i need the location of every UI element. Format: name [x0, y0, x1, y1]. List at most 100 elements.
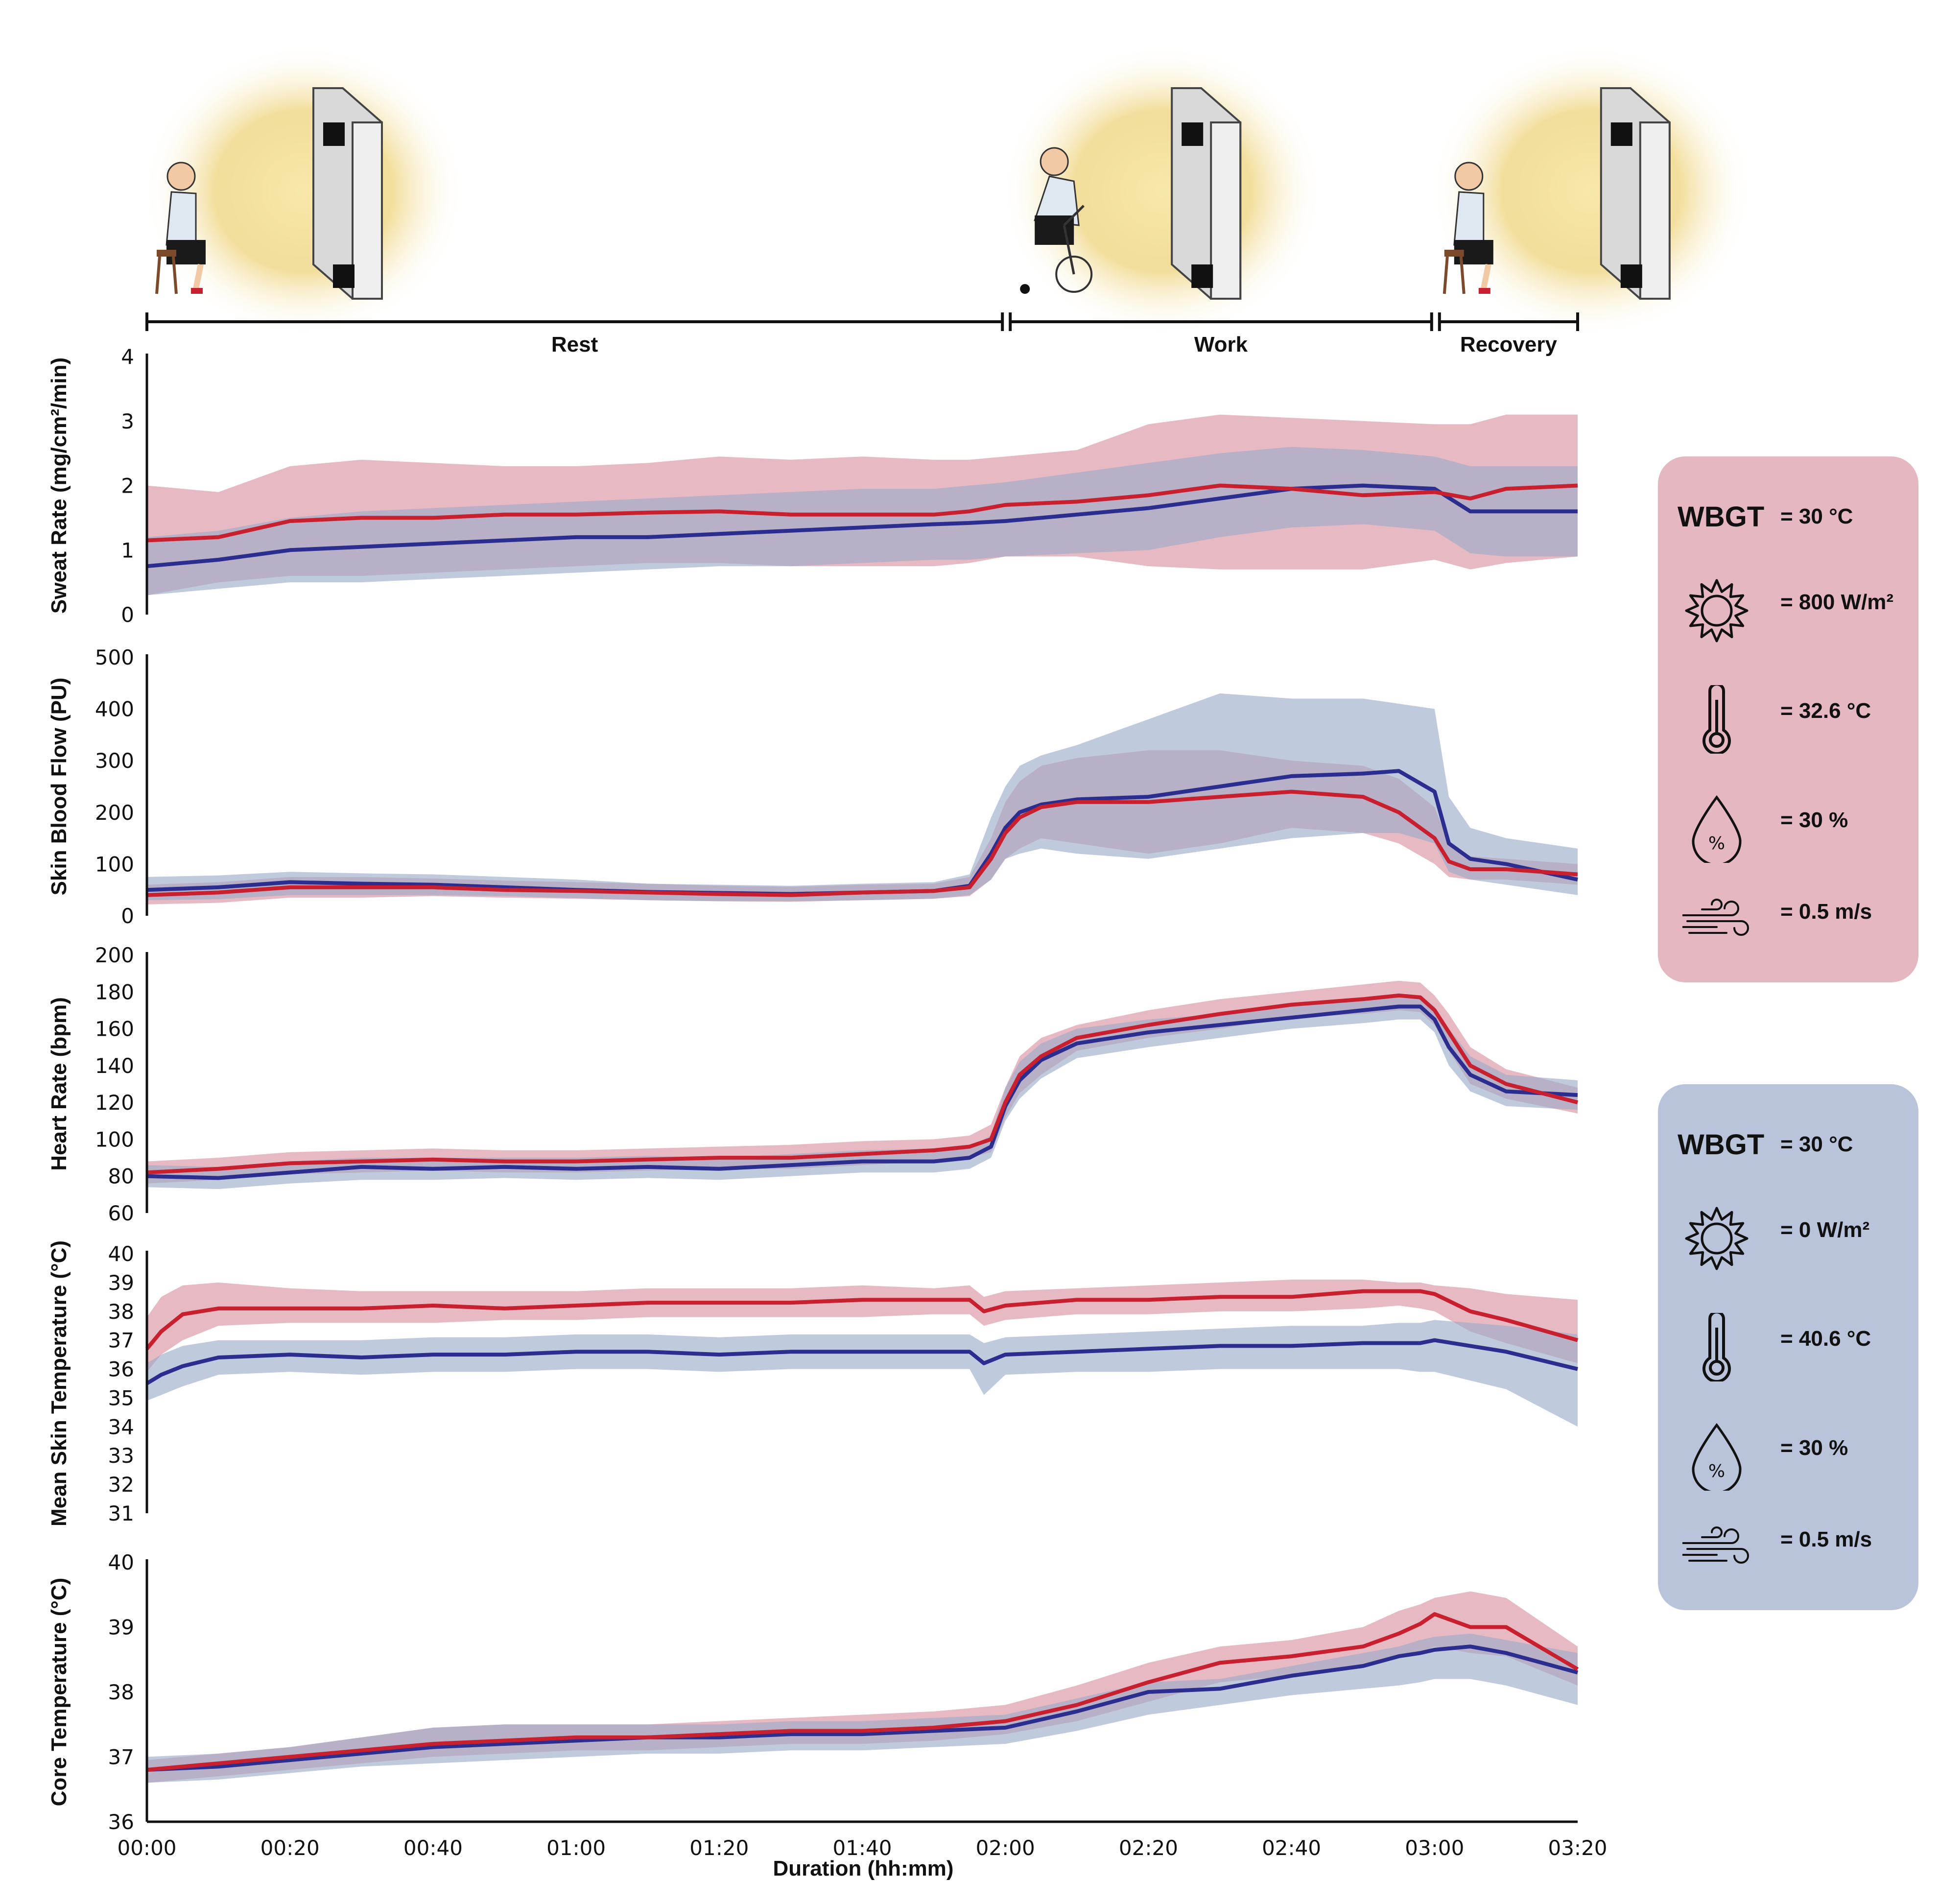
humidity-drop-icon: %: [1692, 1423, 1742, 1491]
x-tick-label: 01:20: [689, 1836, 749, 1860]
x-tick-label: 03:20: [1548, 1836, 1607, 1860]
legend-solar-value: = 800 W/m²: [1780, 590, 1894, 614]
phase-bar: Rest Work Recovery: [145, 312, 1579, 357]
heat-band: [147, 1280, 1578, 1372]
cool-band: [147, 1633, 1578, 1783]
y-tick-label: 100: [95, 852, 134, 876]
legend-wbgt-label: WBGT: [1678, 501, 1765, 533]
y-tick-label: 4: [121, 345, 134, 369]
x-tick-label: 00:20: [260, 1836, 320, 1860]
legend-wind-value: = 0.5 m/s: [1780, 1527, 1872, 1551]
x-tick-label: 02:20: [1119, 1836, 1178, 1860]
humidity-drop-icon: %: [1692, 795, 1742, 863]
illustration-layer: [142, 44, 1753, 338]
cool-mean-line: [146, 483, 1578, 569]
legend-temp-value: = 32.6 °C: [1780, 699, 1871, 723]
wind-icon: [1682, 1526, 1749, 1564]
y-tick-label: 0: [121, 603, 134, 627]
phase-recovery: Recovery: [1438, 312, 1579, 357]
y-tick-label: 37: [108, 1745, 134, 1769]
cycling-person-lamp-panel: [1000, 44, 1324, 338]
seated-person-lamp-panel: [142, 44, 465, 338]
y-tick-label: 160: [95, 1017, 134, 1041]
y-tick-label: 36: [108, 1357, 134, 1381]
legend-humidity-value: = 30 %: [1780, 1436, 1848, 1460]
wind-icon: [1682, 899, 1749, 936]
y-tick-label: 38: [108, 1300, 134, 1324]
svg-text:%: %: [1708, 833, 1725, 854]
thermometer-icon: [1703, 685, 1731, 754]
phase-label: Rest: [551, 333, 598, 357]
phase-rest: Rest: [145, 312, 1004, 357]
y-tick-label: 1: [121, 538, 134, 562]
cool-mean-line: [146, 769, 1578, 896]
chart-panel-0: 0 1 2 3 4 Sweat Rate (mg/cm²/min): [47, 345, 1578, 627]
x-tick-label: 02:40: [1262, 1836, 1321, 1860]
cool-mean-line: [146, 1644, 1579, 1772]
seated-person-lamp-panel: [1429, 44, 1753, 338]
legend-box-cool: WBGT = 30 °C = 0 W/m² = 40.6 °C % = 30 %…: [1658, 1084, 1918, 1610]
x-tick-label: 03:00: [1405, 1836, 1464, 1860]
y-tick-label: 200: [95, 943, 134, 967]
chart-panel-1: 0 100 200 300 400 500 Skin Blood Flow (PU): [47, 645, 1578, 928]
y-tick-label: 36: [108, 1810, 134, 1834]
y-tick-label: 100: [95, 1127, 134, 1151]
y-tick-label: 120: [95, 1091, 134, 1115]
heat-mean-line: [145, 1289, 1579, 1350]
phase-label: Work: [1194, 333, 1248, 357]
y-tick-label: 34: [108, 1415, 134, 1439]
heat-mean-line: [146, 483, 1578, 543]
cool-band: [147, 995, 1578, 1190]
legend-wbgt-label: WBGT: [1678, 1129, 1765, 1161]
chart-panel-4: 36 37 38 39 40 Core Temperature (°C) 00:00 00:2…: [47, 1550, 1608, 1860]
x-tick-label: 00:00: [117, 1836, 176, 1860]
phase-label: Recovery: [1460, 333, 1558, 357]
sun-icon: [1685, 1207, 1749, 1270]
y-axis-label: Sweat Rate (mg/cm²/min): [47, 357, 71, 614]
sun-icon: [1685, 579, 1749, 643]
y-tick-label: 39: [108, 1616, 134, 1640]
y-tick-label: 2: [121, 474, 134, 498]
y-tick-label: 200: [95, 801, 134, 825]
heat-mean-line: [146, 789, 1578, 897]
y-tick-label: 180: [95, 980, 134, 1004]
legend-wind-value: = 0.5 m/s: [1780, 900, 1872, 924]
y-tick-label: 140: [95, 1054, 134, 1078]
y-axis-label: Heart Rate (bpm): [47, 997, 71, 1171]
x-tick-label: 00:40: [403, 1836, 463, 1860]
y-tick-label: 31: [108, 1501, 134, 1525]
cool-mean-line: [145, 1338, 1578, 1385]
y-tick-label: 32: [108, 1473, 134, 1497]
y-tick-label: 40: [108, 1550, 134, 1574]
chart-panel-3: 31 32 33 34 35 36 37 38 39 40 Mean Skin Temperatur…: [47, 1240, 1579, 1526]
cool-band: [147, 693, 1578, 902]
x-axis-label: Duration (hh:mm): [773, 1856, 953, 1880]
legend-wbgt-value: = 30 °C: [1780, 504, 1853, 528]
heat-mean-line: [146, 993, 1578, 1175]
y-tick-label: 80: [108, 1165, 134, 1189]
y-tick-label: 0: [121, 904, 134, 928]
y-tick-label: 39: [108, 1271, 134, 1295]
chart-panel-2: 60 80 100 120 140 160 180 200 Heart Rate (bpm): [47, 943, 1578, 1225]
heat-mean-line: [146, 1612, 1579, 1772]
legend-temp-value: = 40.6 °C: [1780, 1327, 1871, 1351]
y-axis-label: Mean Skin Temperature (°C): [47, 1240, 71, 1526]
svg-text:%: %: [1708, 1461, 1725, 1481]
y-tick-label: 3: [121, 409, 134, 433]
legend-humidity-value: = 30 %: [1780, 808, 1848, 832]
x-tick-label: 01:40: [832, 1836, 892, 1860]
thermometer-icon: [1703, 1313, 1731, 1381]
y-tick-label: 38: [108, 1680, 134, 1704]
y-tick-label: 37: [108, 1329, 134, 1353]
legend-box-heat: WBGT = 30 °C = 800 W/m² = 32.6 °C % = 30…: [1658, 456, 1918, 982]
y-tick-label: 60: [108, 1201, 134, 1225]
y-tick-label: 40: [108, 1242, 134, 1266]
y-axis-label: Core Temperature (°C): [47, 1578, 71, 1807]
y-tick-label: 300: [95, 749, 134, 773]
y-tick-label: 35: [108, 1386, 134, 1410]
cool-band: [147, 1320, 1578, 1427]
x-tick-label: 02:00: [976, 1836, 1035, 1860]
y-tick-label: 400: [95, 697, 134, 721]
x-tick-label: 01:00: [546, 1836, 606, 1860]
